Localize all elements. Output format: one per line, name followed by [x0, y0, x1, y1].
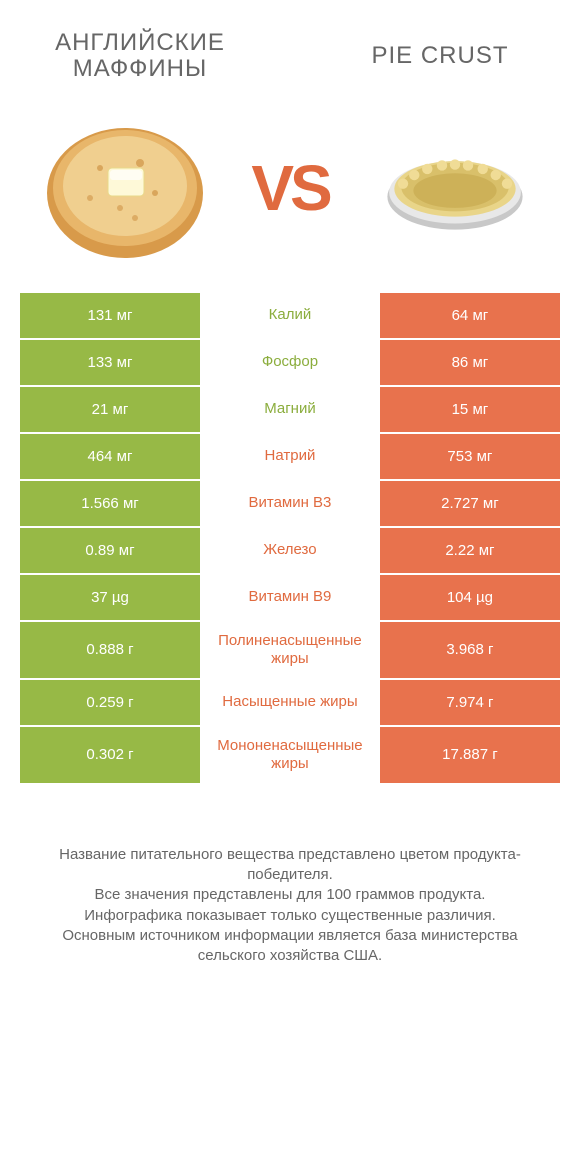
nutrient-label: Полиненасыщенные жиры [200, 622, 380, 678]
table-row: 0.259 гНасыщенные жиры7.974 г [20, 680, 560, 727]
left-value: 37 µg [20, 575, 200, 620]
nutrient-label: Калий [200, 293, 380, 338]
table-row: 464 мгНатрий753 мг [20, 434, 560, 481]
right-value: 86 мг [380, 340, 560, 385]
nutrient-label: Насыщенные жиры [200, 680, 380, 725]
right-value: 104 µg [380, 575, 560, 620]
left-product-title: АНГЛИЙСКИЕ МАФФИНЫ [40, 30, 240, 83]
right-value: 15 мг [380, 387, 560, 432]
table-row: 0.302 гМононенасыщенные жиры17.887 г [20, 727, 560, 785]
left-value: 21 мг [20, 387, 200, 432]
nutrient-label: Витамин B3 [200, 481, 380, 526]
right-value: 7.974 г [380, 680, 560, 725]
footnotes: Название питательного вещества представл… [20, 785, 560, 977]
footnote-line: Название питательного вещества представл… [30, 845, 550, 886]
right-value: 2.22 мг [380, 528, 560, 573]
nutrient-label: Железо [200, 528, 380, 573]
left-value: 133 мг [20, 340, 200, 385]
right-value: 17.887 г [380, 727, 560, 783]
table-row: 133 мгФосфор86 мг [20, 340, 560, 387]
nutrient-label: Натрий [200, 434, 380, 479]
right-product-title: PIE CRUST [340, 43, 540, 69]
table-row: 131 мгКалий64 мг [20, 293, 560, 340]
table-row: 0.89 мгЖелезо2.22 мг [20, 528, 560, 575]
left-value: 0.259 г [20, 680, 200, 725]
table-row: 21 мгМагний15 мг [20, 387, 560, 434]
right-value: 753 мг [380, 434, 560, 479]
vs-label: VS [251, 151, 328, 225]
right-value: 2.727 мг [380, 481, 560, 526]
table-row: 0.888 гПолиненасыщенные жиры3.968 г [20, 622, 560, 680]
left-product-image [40, 113, 210, 263]
left-value: 131 мг [20, 293, 200, 338]
nutrient-label: Фосфор [200, 340, 380, 385]
right-value: 64 мг [380, 293, 560, 338]
footnote-line: Инфографика показывает только существенн… [30, 906, 550, 926]
nutrient-label: Витамин B9 [200, 575, 380, 620]
footnote-line: Все значения представлены для 100 граммо… [30, 885, 550, 905]
header: АНГЛИЙСКИЕ МАФФИНЫ PIE CRUST [20, 20, 560, 103]
left-value: 0.888 г [20, 622, 200, 678]
nutrient-label: Магний [200, 387, 380, 432]
left-value: 0.89 мг [20, 528, 200, 573]
table-row: 1.566 мгВитамин B32.727 мг [20, 481, 560, 528]
footnote-line: Основным источником информации является … [30, 926, 550, 967]
left-value: 0.302 г [20, 727, 200, 783]
left-value: 464 мг [20, 434, 200, 479]
comparison-table: 131 мгКалий64 мг133 мгФосфор86 мг21 мгМа… [20, 293, 560, 785]
right-product-image [370, 113, 540, 263]
left-value: 1.566 мг [20, 481, 200, 526]
table-row: 37 µgВитамин B9104 µg [20, 575, 560, 622]
images-row: VS [20, 103, 560, 293]
nutrient-label: Мононенасыщенные жиры [200, 727, 380, 783]
right-value: 3.968 г [380, 622, 560, 678]
